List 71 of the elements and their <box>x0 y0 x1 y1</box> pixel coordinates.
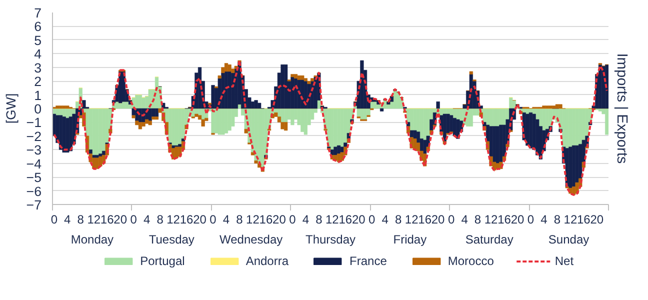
y-tick-label: −7 <box>26 198 42 212</box>
text: Sunday <box>548 232 590 246</box>
x-tick-label: 20 <box>352 212 366 226</box>
y-axis-title: [GW] <box>3 93 18 124</box>
y-tick-label: 0 <box>34 102 42 116</box>
y-tick-label: 3 <box>34 60 42 76</box>
x-tick-label: 12 <box>87 212 101 226</box>
text: Friday <box>393 232 427 246</box>
y-tick-label: 6 <box>34 19 42 34</box>
x-tick-label: 4 <box>540 212 548 226</box>
y-tick-label: 7 <box>34 6 42 20</box>
x-tick-label: 4 <box>222 212 230 226</box>
y-tick-label: 5 <box>34 32 42 48</box>
x-tick-label: 4 <box>382 212 389 226</box>
x-tick-label: 12 <box>325 212 340 226</box>
x-tick-label: 20 <box>510 212 524 226</box>
x-tick-label: 4 <box>461 212 468 226</box>
y-tick-label: −6 <box>26 184 42 199</box>
legend-label: Net <box>554 254 575 268</box>
y-tick-label: −1 <box>26 115 42 130</box>
text: Wednesday <box>219 232 283 246</box>
x-tick-label: 0 <box>368 212 376 226</box>
y-tick-label: −4 <box>26 156 42 172</box>
y-tick-label: 4 <box>34 46 42 62</box>
legend-label: Morocco <box>448 254 494 268</box>
text: Saturday <box>465 232 514 246</box>
legend-label: Portugal <box>140 254 185 268</box>
x-tick-label: 16 <box>180 212 194 226</box>
x-tick-label: 12 <box>484 212 498 226</box>
text: Monday <box>70 232 114 246</box>
x-tick-label: 0 <box>527 212 534 226</box>
x-tick-label: 0 <box>210 212 217 226</box>
x-tick-label: 16 <box>338 212 352 226</box>
x-tick-label: 0 <box>448 212 455 226</box>
x-tick-label: 16 <box>100 212 114 226</box>
x-tick-label: 16 <box>259 212 273 226</box>
y2-axis-title: Imports | Exports <box>614 53 630 164</box>
y-tick-label: 1 <box>34 88 42 103</box>
x-tick-label: 4 <box>302 212 310 226</box>
x-tick-label: 16 <box>577 212 591 226</box>
x-tick-label: 20 <box>431 212 446 226</box>
legend-label: Andorra <box>246 254 289 268</box>
text: Tuesday <box>148 232 194 246</box>
y-tick-label: 2 <box>34 74 42 90</box>
y-tick-label: −5 <box>26 170 42 186</box>
x-tick-label: 20 <box>272 212 286 226</box>
x-tick-label: 8 <box>554 212 561 226</box>
text: Thursday <box>305 232 356 246</box>
x-tick-label: 8 <box>395 212 402 226</box>
x-tick-label: 8 <box>316 212 323 226</box>
legend-label: France <box>350 254 387 268</box>
x-tick-label: 4 <box>64 212 72 226</box>
x-tick-label: 12 <box>166 212 180 226</box>
y-tick-label: −2 <box>26 128 42 144</box>
x-tick-label: 12 <box>564 212 578 226</box>
x-tick-label: 4 <box>143 212 150 226</box>
y-tick-label: −3 <box>26 142 42 158</box>
x-tick-label: 16 <box>498 212 512 226</box>
x-tick-label: 8 <box>77 212 84 226</box>
x-tick-label: 8 <box>474 212 482 226</box>
x-tick-label: 0 <box>130 212 138 226</box>
x-tick-label: 12 <box>246 212 260 226</box>
x-tick-label: 8 <box>156 212 164 226</box>
x-tick-label: 20 <box>193 212 207 226</box>
x-tick-label: 20 <box>114 212 128 226</box>
x-tick-label: 16 <box>418 212 432 226</box>
x-tick-label: 12 <box>404 212 419 226</box>
x-tick-label: 0 <box>289 212 296 226</box>
x-tick-label: 8 <box>236 212 244 226</box>
x-tick-label: 0 <box>50 212 58 226</box>
x-tick-label: 20 <box>590 212 604 226</box>
